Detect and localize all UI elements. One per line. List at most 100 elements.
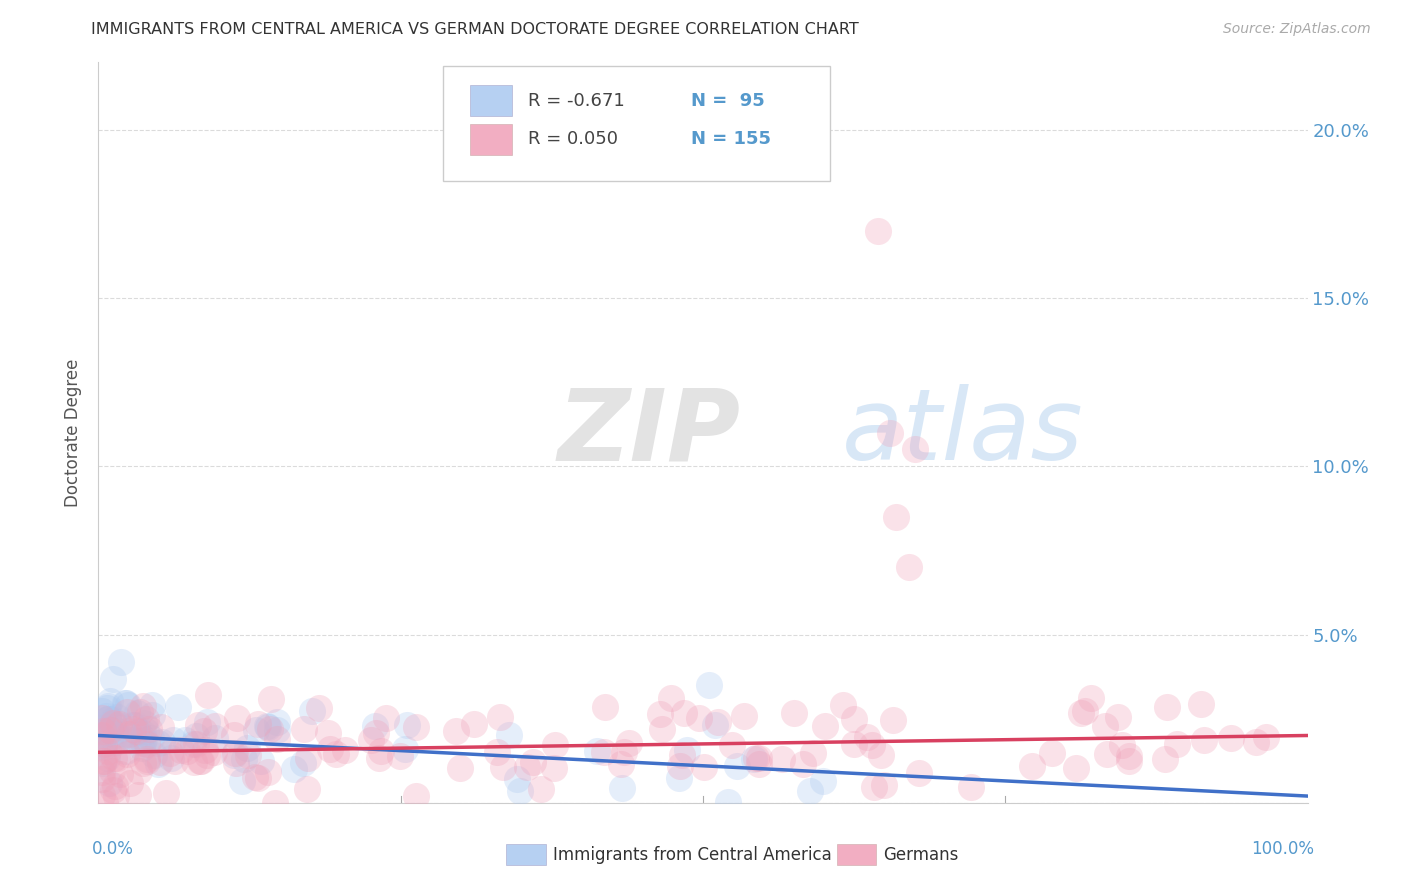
Point	[184, 729, 207, 743]
Point	[176, 744, 198, 758]
Point	[301, 704, 323, 718]
Point	[651, 723, 673, 737]
Point	[105, 789, 128, 803]
Point	[101, 713, 124, 727]
Point	[1220, 731, 1243, 745]
Point	[676, 743, 699, 757]
Point	[231, 773, 253, 788]
Point	[125, 723, 148, 738]
Point	[162, 733, 184, 747]
Point	[149, 755, 172, 769]
Point	[125, 718, 148, 732]
Point	[593, 746, 616, 760]
Point	[104, 728, 127, 742]
Point	[748, 757, 770, 772]
Point	[907, 765, 929, 780]
Point	[222, 728, 245, 742]
Point	[704, 718, 727, 732]
Point	[316, 725, 339, 739]
Point	[368, 751, 391, 765]
Point	[170, 742, 193, 756]
Point	[91, 728, 114, 742]
Point	[93, 754, 115, 768]
Point	[544, 738, 567, 752]
Point	[96, 726, 118, 740]
Point	[1189, 697, 1212, 711]
Point	[245, 723, 267, 737]
Point	[617, 736, 640, 750]
Point	[183, 755, 205, 769]
Point	[733, 708, 755, 723]
Point	[146, 756, 169, 771]
Point	[136, 737, 159, 751]
Point	[122, 733, 145, 747]
Point	[509, 783, 531, 797]
Point	[136, 754, 159, 768]
Point	[187, 718, 209, 732]
Point	[256, 764, 278, 779]
Point	[886, 509, 908, 524]
Point	[485, 745, 508, 759]
Point	[105, 750, 128, 764]
Point	[522, 755, 544, 769]
Point	[139, 731, 162, 745]
Point	[93, 796, 115, 810]
Point	[91, 788, 114, 802]
Point	[960, 780, 983, 795]
Point	[91, 704, 114, 718]
Point	[104, 779, 127, 793]
Point	[167, 699, 190, 714]
Point	[1040, 746, 1063, 760]
Point	[104, 718, 127, 732]
Point	[97, 712, 120, 726]
Point	[91, 754, 114, 768]
Point	[1070, 706, 1092, 720]
Point	[669, 759, 692, 773]
Point	[256, 719, 278, 733]
Point	[260, 691, 283, 706]
Point	[897, 560, 920, 574]
Point	[195, 747, 218, 762]
Point	[105, 710, 128, 724]
Point	[120, 776, 142, 790]
Point	[904, 442, 927, 457]
Point	[697, 678, 720, 692]
Point	[782, 706, 804, 720]
Point	[463, 717, 485, 731]
Point	[197, 688, 219, 702]
Point	[609, 757, 631, 772]
Point	[114, 696, 136, 710]
Text: Immigrants from Central America: Immigrants from Central America	[553, 846, 831, 863]
Point	[492, 760, 515, 774]
Point	[91, 711, 114, 725]
Text: R = -0.671: R = -0.671	[527, 92, 624, 110]
FancyBboxPatch shape	[470, 124, 512, 155]
Point	[1107, 710, 1129, 724]
Point	[98, 694, 121, 708]
Point	[135, 723, 157, 738]
Point	[127, 788, 149, 802]
Point	[132, 698, 155, 713]
Point	[283, 762, 305, 776]
Point	[706, 714, 728, 729]
Point	[91, 728, 114, 742]
Point	[744, 751, 766, 765]
Point	[693, 759, 716, 773]
Point	[204, 719, 226, 733]
Point	[143, 747, 166, 762]
Point	[668, 771, 690, 785]
Point	[131, 726, 153, 740]
Point	[870, 748, 893, 763]
Point	[97, 723, 120, 737]
Point	[155, 786, 177, 800]
Point	[97, 744, 120, 758]
Point	[91, 765, 114, 780]
Point	[446, 723, 468, 738]
Point	[1080, 690, 1102, 705]
Point	[266, 731, 288, 746]
Point	[1095, 747, 1118, 761]
Point	[1111, 738, 1133, 752]
Point	[325, 747, 347, 762]
Point	[225, 756, 247, 771]
Point	[772, 752, 794, 766]
